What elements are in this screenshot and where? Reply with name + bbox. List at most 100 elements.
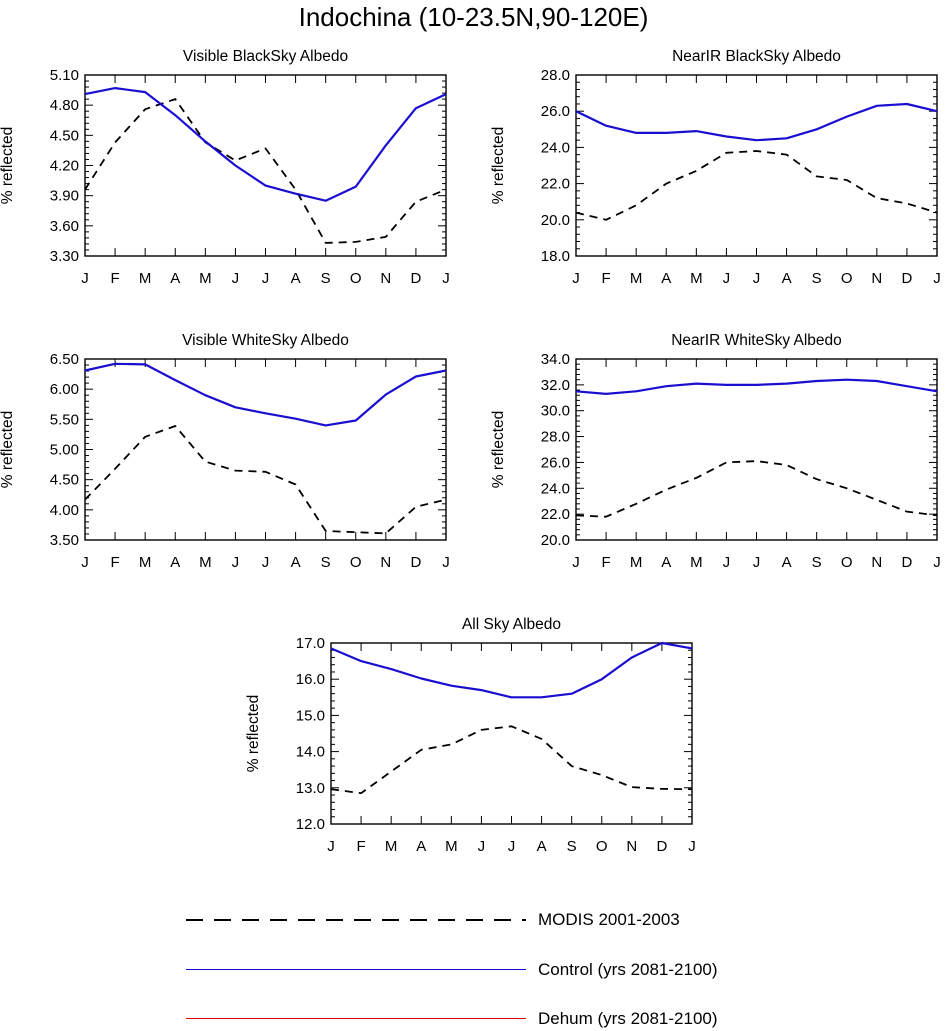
x-tick-label: D bbox=[901, 270, 912, 287]
x-tick-label: A bbox=[537, 838, 547, 855]
plot-frame bbox=[84, 358, 447, 541]
x-tick-label: M bbox=[385, 838, 398, 855]
series-line-control bbox=[575, 102, 938, 142]
x-tick-label: A bbox=[291, 554, 301, 571]
chart-title: All Sky Albedo bbox=[462, 616, 561, 633]
series-line-control bbox=[84, 362, 447, 427]
x-tick-label: J bbox=[442, 270, 450, 287]
series-line-control bbox=[84, 86, 447, 202]
chart-title: NearIR WhiteSky Albedo bbox=[671, 332, 842, 349]
y-tick-label: 24.0 bbox=[541, 480, 570, 497]
x-tick-label: J bbox=[753, 270, 761, 287]
y-tick-label: 17.0 bbox=[296, 635, 325, 652]
chart-title: NearIR BlackSky Albedo bbox=[672, 48, 841, 65]
x-tick-label: O bbox=[596, 838, 608, 855]
x-tick-label: A bbox=[291, 270, 301, 287]
y-axis-label: % reflected bbox=[490, 127, 507, 205]
x-tick-label: O bbox=[841, 270, 853, 287]
legend-item-modis: MODIS 2001-2003 bbox=[186, 908, 786, 932]
y-tick-label: 16.0 bbox=[296, 671, 325, 688]
y-tick-label: 4.50 bbox=[50, 472, 79, 489]
x-tick-label: J bbox=[232, 554, 240, 571]
x-tick-label: A bbox=[170, 554, 180, 571]
x-tick-label: M bbox=[199, 554, 212, 571]
x-tick-label: J bbox=[933, 270, 941, 287]
x-tick-label: A bbox=[782, 270, 792, 287]
y-tick-label: 20.0 bbox=[541, 532, 570, 549]
y-tick-label: 22.0 bbox=[541, 506, 570, 523]
x-tick-label: F bbox=[601, 554, 610, 571]
x-tick-label: J bbox=[232, 270, 240, 287]
x-tick-label: F bbox=[110, 270, 119, 287]
legend-line-control bbox=[186, 969, 526, 970]
y-tick-label: 4.20 bbox=[50, 158, 79, 175]
y-tick-label: 4.00 bbox=[50, 502, 79, 519]
x-tick-label: N bbox=[871, 270, 882, 287]
x-tick-label: M bbox=[139, 554, 152, 571]
page-title: Indochina (10-23.5N,90-120E) bbox=[298, 2, 649, 32]
y-tick-label: 14.0 bbox=[296, 744, 325, 761]
x-tick-label: D bbox=[901, 554, 912, 571]
x-tick-label: M bbox=[630, 554, 643, 571]
series-line-modis bbox=[575, 150, 938, 221]
y-tick-label: 5.10 bbox=[50, 67, 79, 84]
x-tick-label: M bbox=[445, 838, 458, 855]
x-tick-label: D bbox=[410, 270, 421, 287]
x-tick-label: S bbox=[321, 554, 331, 571]
chart-title: Visible WhiteSky Albedo bbox=[182, 332, 349, 349]
y-tick-label: 24.0 bbox=[541, 139, 570, 156]
y-tick-label: 4.80 bbox=[50, 97, 79, 114]
x-tick-label: J bbox=[81, 554, 89, 571]
x-tick-label: S bbox=[321, 270, 331, 287]
x-tick-label: O bbox=[350, 270, 362, 287]
y-tick-label: 4.50 bbox=[50, 127, 79, 144]
y-axis-label: % reflected bbox=[0, 411, 16, 489]
series-line-modis bbox=[84, 425, 447, 535]
x-tick-label: A bbox=[416, 838, 426, 855]
x-tick-label: D bbox=[656, 838, 667, 855]
x-tick-label: M bbox=[690, 270, 703, 287]
y-tick-label: 26.0 bbox=[541, 454, 570, 471]
x-tick-label: O bbox=[350, 554, 362, 571]
x-tick-label: A bbox=[661, 270, 671, 287]
x-tick-label: S bbox=[812, 270, 822, 287]
x-tick-label: D bbox=[410, 554, 421, 571]
x-tick-label: M bbox=[630, 270, 643, 287]
legend-label-dehum: Dehum (yrs 2081-2100) bbox=[538, 1009, 718, 1028]
y-tick-label: 5.50 bbox=[50, 411, 79, 428]
x-tick-label: J bbox=[327, 838, 335, 855]
y-tick-label: 18.0 bbox=[541, 248, 570, 265]
x-tick-label: J bbox=[933, 554, 941, 571]
series-line-modis bbox=[84, 98, 447, 244]
legend-line-dehum bbox=[186, 1018, 526, 1019]
x-tick-label: J bbox=[262, 270, 270, 287]
y-tick-label: 6.50 bbox=[50, 351, 79, 368]
legend-label-control: Control (yrs 2081-2100) bbox=[538, 960, 718, 979]
legend-item-control: Control (yrs 2081-2100) bbox=[186, 958, 786, 982]
x-tick-label: J bbox=[508, 838, 516, 855]
x-tick-label: O bbox=[841, 554, 853, 571]
x-tick-label: F bbox=[601, 270, 610, 287]
x-tick-label: N bbox=[380, 554, 391, 571]
y-tick-label: 28.0 bbox=[541, 67, 570, 84]
y-tick-label: 3.60 bbox=[50, 218, 79, 235]
x-tick-label: F bbox=[356, 838, 365, 855]
y-axis-label: % reflected bbox=[0, 127, 16, 205]
series-line-modis bbox=[330, 725, 693, 795]
series-line-modis bbox=[575, 460, 938, 518]
y-tick-label: 3.30 bbox=[50, 248, 79, 265]
x-tick-label: N bbox=[871, 554, 882, 571]
plot-frame bbox=[330, 642, 693, 825]
y-tick-label: 15.0 bbox=[296, 707, 325, 724]
x-tick-label: J bbox=[723, 554, 731, 571]
x-tick-label: M bbox=[139, 270, 152, 287]
y-tick-label: 6.00 bbox=[50, 381, 79, 398]
y-tick-label: 20.0 bbox=[541, 212, 570, 229]
plot-frame bbox=[575, 358, 938, 541]
x-tick-label: S bbox=[567, 838, 577, 855]
x-tick-label: S bbox=[812, 554, 822, 571]
y-tick-label: 26.0 bbox=[541, 103, 570, 120]
y-tick-label: 5.00 bbox=[50, 442, 79, 459]
y-tick-label: 3.50 bbox=[50, 532, 79, 549]
